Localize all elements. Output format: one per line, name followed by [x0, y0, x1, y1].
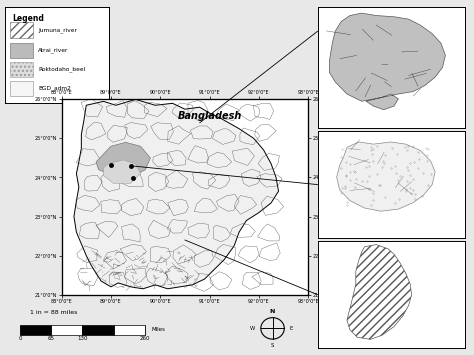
- Text: 260: 260: [140, 337, 150, 342]
- Bar: [114, 325, 145, 334]
- Text: Bangladesh: Bangladesh: [177, 111, 242, 121]
- Text: 0: 0: [18, 337, 22, 342]
- Text: E: E: [290, 326, 293, 331]
- Text: W: W: [250, 326, 255, 331]
- Text: BGD_adm2: BGD_adm2: [38, 86, 71, 92]
- Bar: [10, 62, 33, 77]
- Polygon shape: [74, 99, 279, 289]
- Text: Atrai_river: Atrai_river: [38, 47, 68, 53]
- Text: Jumuna_river: Jumuna_river: [38, 27, 77, 33]
- Text: Miles: Miles: [151, 327, 165, 332]
- Polygon shape: [347, 245, 411, 339]
- Polygon shape: [96, 142, 150, 178]
- Polygon shape: [329, 13, 446, 110]
- Text: Roktodaho_beel: Roktodaho_beel: [38, 66, 85, 72]
- Bar: [20, 325, 51, 334]
- Polygon shape: [337, 142, 435, 211]
- Bar: [82, 325, 114, 334]
- Text: Legend: Legend: [12, 14, 44, 23]
- Polygon shape: [103, 160, 140, 183]
- Bar: [10, 43, 33, 58]
- Text: 130: 130: [77, 337, 88, 342]
- Bar: [51, 325, 82, 334]
- Text: 65: 65: [48, 337, 55, 342]
- Text: N: N: [270, 309, 275, 314]
- Text: 1 in = 88 miles: 1 in = 88 miles: [30, 310, 78, 315]
- Text: S: S: [271, 343, 274, 348]
- Bar: [10, 22, 33, 38]
- Bar: [10, 81, 33, 96]
